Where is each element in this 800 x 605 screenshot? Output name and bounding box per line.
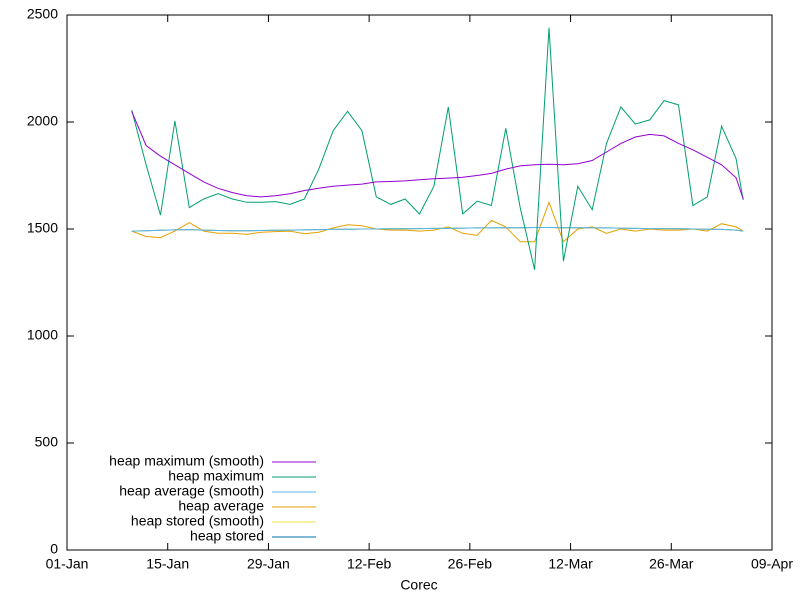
y-tick-label: 0 — [50, 541, 58, 557]
series-line — [131, 200, 744, 243]
x-tick-label: 26-Mar — [649, 556, 694, 572]
x-tick-label: 15-Jan — [146, 556, 189, 572]
legend-label: heap average — [178, 498, 264, 514]
series-line — [131, 111, 744, 200]
legend-label: heap stored — [190, 528, 264, 544]
plot-border — [66, 14, 773, 551]
x-tick-label: 01-Jan — [46, 556, 89, 572]
legend-label: heap maximum — [168, 468, 264, 484]
x-tick-label: 09-Apr — [751, 556, 793, 572]
y-tick-label: 1000 — [27, 327, 58, 343]
series-line — [131, 227, 744, 232]
y-tick-label: 1500 — [27, 220, 58, 236]
y-tick-label: 2000 — [27, 113, 58, 129]
x-tick-label: 29-Jan — [247, 556, 290, 572]
x-axis-label: Corec — [400, 577, 437, 593]
y-tick-label: 2500 — [27, 6, 58, 22]
legend-label: heap maximum (smooth) — [109, 453, 264, 469]
x-tick-label: 26-Feb — [448, 556, 493, 572]
legend-label: heap stored (smooth) — [131, 513, 264, 529]
y-tick-label: 500 — [35, 434, 59, 450]
x-tick-label: 12-Mar — [548, 556, 593, 572]
series-line — [131, 27, 744, 270]
legend-label: heap average (smooth) — [119, 483, 264, 499]
x-tick-label: 12-Feb — [347, 556, 392, 572]
